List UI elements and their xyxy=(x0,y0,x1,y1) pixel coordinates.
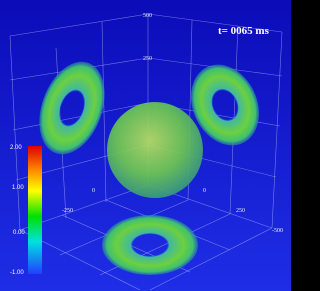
ring-left xyxy=(39,61,105,155)
axis-label: 0 xyxy=(203,188,206,194)
colorbar-label: -1.00 xyxy=(10,270,24,276)
ring-bottom xyxy=(102,215,198,275)
axis-label: 500 xyxy=(143,13,152,19)
colorbar-label: 1.00 xyxy=(12,185,24,191)
axis-label: -250 xyxy=(62,208,73,214)
time-annotation: t= 0065 ms xyxy=(218,25,270,37)
axis-label: -500 xyxy=(272,228,283,234)
sphere xyxy=(107,102,203,198)
axis-label: 0 xyxy=(92,188,95,194)
colorbar xyxy=(28,146,42,274)
colorbar-label: 0.00 xyxy=(13,230,25,236)
axis-label: 250 xyxy=(236,208,245,214)
ring-right xyxy=(190,64,260,146)
axis-label: 250 xyxy=(143,56,152,62)
visualization: 2.00 1.00 0.00 -1.00 500 250 -250 0 0 25… xyxy=(0,0,291,291)
colorbar-label: 2.00 xyxy=(10,145,22,151)
